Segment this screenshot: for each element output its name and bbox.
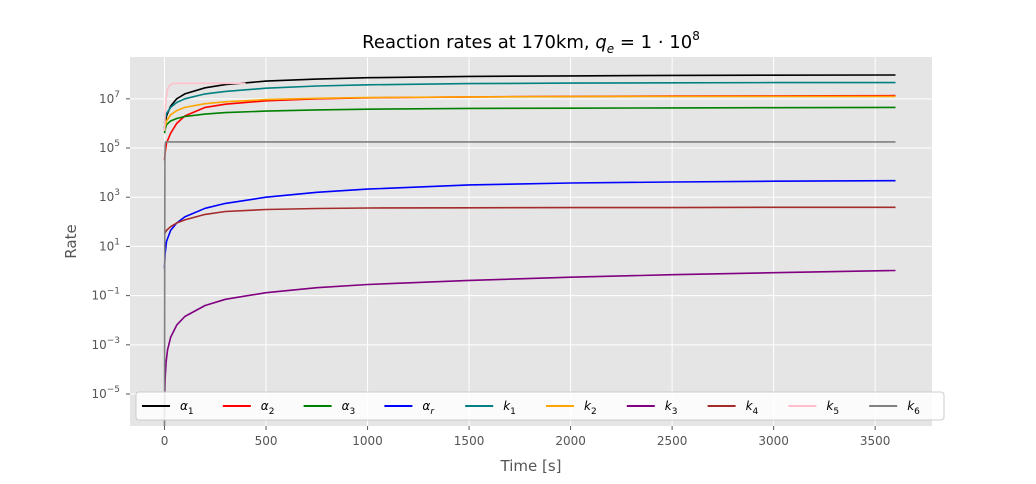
y-tick-label: 10−1 (91, 287, 120, 303)
y-tick-label: 10−5 (91, 385, 120, 401)
y-tick-label: 105 (99, 139, 120, 155)
series-line-k2 (163, 95, 896, 131)
x-tick-label: 2000 (555, 434, 586, 448)
x-tick-label: 3000 (758, 434, 789, 448)
x-tick-label: 1500 (454, 434, 485, 448)
legend-entry: k3 (665, 399, 678, 417)
legend-entry: α2 (261, 399, 275, 417)
y-tick-label: 103 (99, 188, 120, 204)
x-axis: 0 500 1000 1500 2000 2500 3000 3500 (161, 426, 891, 448)
series-group (163, 74, 896, 426)
legend-entry: k4 (746, 399, 759, 417)
legend-entry: k6 (907, 399, 920, 417)
y-tick-label: 10−3 (91, 336, 120, 352)
x-axis-label: Time [s] (500, 457, 562, 475)
series-line-k3 (163, 269, 896, 417)
series-line-k6 (163, 141, 896, 426)
legend-entry: k5 (826, 399, 839, 417)
x-tick-label: 1000 (352, 434, 383, 448)
series-line-k5 (163, 82, 246, 131)
legend-entry: k1 (503, 399, 516, 417)
y-axis: 10−5 10−3 10−1 101 103 105 107 (91, 90, 130, 401)
y-tick-label: 101 (99, 237, 120, 253)
legend-entry: k2 (584, 399, 597, 417)
y-axis-label: Rate (62, 224, 80, 258)
chart-title: Reaction rates at 170km, qe = 1 · 108 (362, 29, 700, 56)
y-tick-label: 107 (99, 90, 120, 106)
x-tick-label: 500 (255, 434, 278, 448)
x-tick-label: 2500 (657, 434, 688, 448)
plot-background (130, 57, 932, 426)
series-line-k1 (163, 81, 896, 124)
legend-box (135, 391, 945, 421)
series-line-k4 (163, 206, 896, 235)
legend-entry: α1 (180, 399, 194, 417)
legend-entry: α3 (342, 399, 356, 417)
x-tick-label: 0 (161, 434, 169, 448)
series-line-α3 (163, 106, 896, 134)
x-tick-label: 3500 (860, 434, 891, 448)
legend-entry: αr (422, 399, 435, 417)
legend: α1 α2 α3 αr k1 k2 k3 k4 k5 k6 (135, 391, 945, 421)
series-line-αr (163, 179, 896, 269)
